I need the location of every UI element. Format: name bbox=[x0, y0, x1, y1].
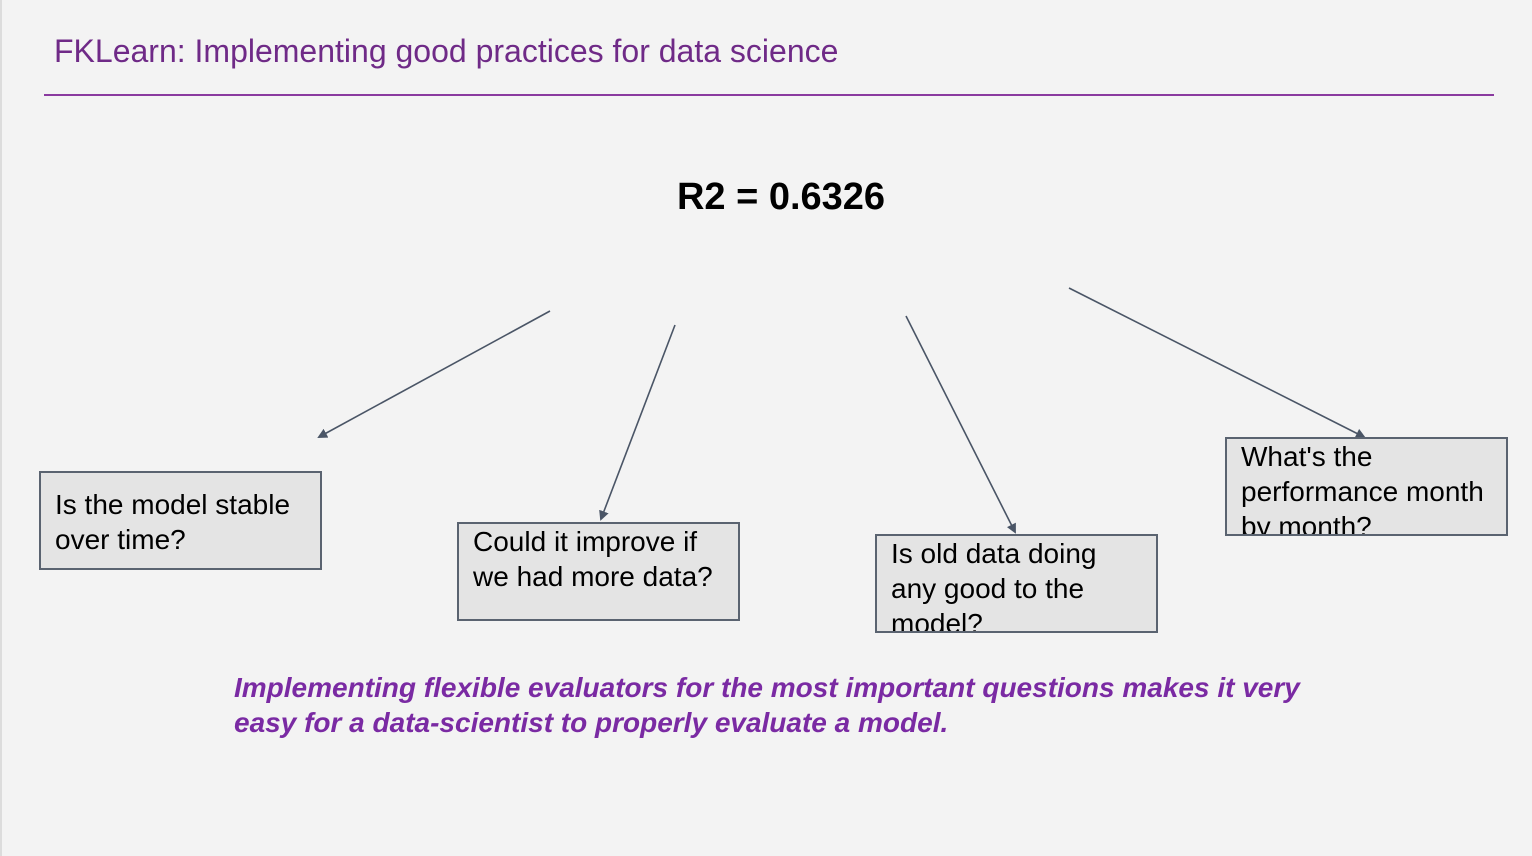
question-text: Is the model stable over time? bbox=[55, 489, 291, 555]
question-box-more-data: Could it improve if we had more data? bbox=[457, 522, 740, 621]
question-box-old-data: Is old data doing any good to the model? bbox=[875, 534, 1158, 633]
question-box-stability: Is the model stable over time? bbox=[39, 471, 322, 570]
question-text: Could it improve if we had more data? bbox=[473, 526, 713, 592]
title-divider bbox=[44, 94, 1494, 96]
arrow-to-stability bbox=[317, 310, 551, 438]
arrow-to-old-data bbox=[905, 315, 1016, 534]
r2-metric: R2 = 0.6326 bbox=[676, 176, 886, 218]
question-box-monthly: What's the performance month by month? bbox=[1225, 437, 1508, 536]
question-text: Is old data doing any good to the model? bbox=[891, 538, 1097, 633]
slide-title: FKLearn: Implementing good practices for… bbox=[54, 33, 839, 69]
footer-note: Implementing flexible evaluators for the… bbox=[234, 672, 1300, 738]
arrow-to-monthly bbox=[1068, 287, 1366, 438]
arrow-to-more-data bbox=[599, 324, 676, 521]
question-text: What's the performance month by month? bbox=[1241, 441, 1484, 536]
